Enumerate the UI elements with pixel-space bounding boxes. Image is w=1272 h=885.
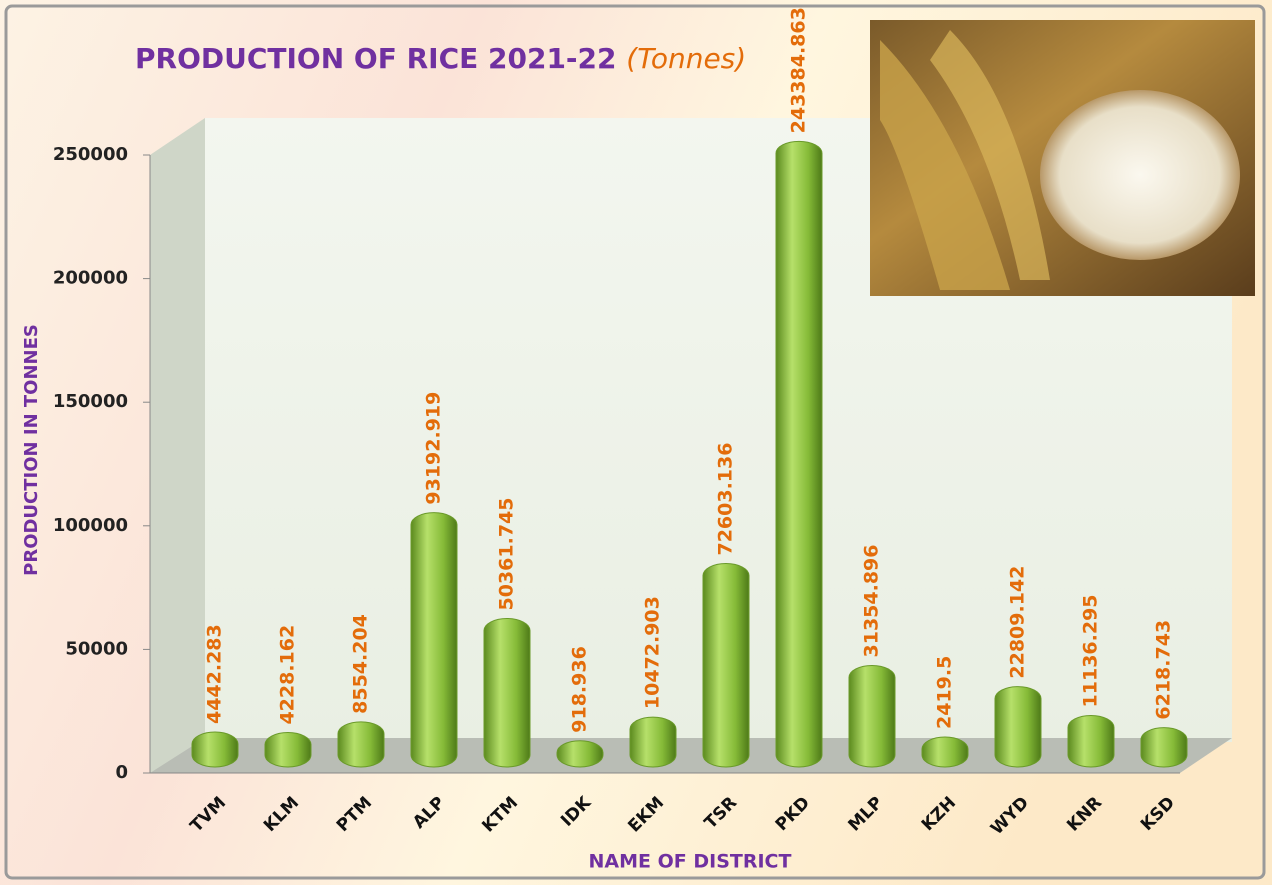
value-label: 2419.5 [934, 656, 956, 729]
side-wall [150, 118, 205, 773]
value-label: 4442.283 [204, 624, 226, 724]
value-label: 8554.204 [350, 614, 372, 714]
value-label: 72603.136 [715, 443, 737, 556]
bar [922, 737, 968, 767]
y-tick-label: 150000 [53, 391, 128, 412]
y-axis-title: PRODUCTION IN TONNES [21, 324, 42, 576]
bar [557, 741, 603, 767]
photo [870, 20, 1255, 296]
value-label: 50361.745 [496, 498, 518, 611]
y-tick-label: 250000 [53, 144, 128, 165]
bar [192, 732, 238, 767]
y-tick-label: 200000 [53, 268, 128, 289]
bar [265, 733, 311, 767]
value-label: 10472.903 [642, 596, 664, 709]
value-label: 93192.919 [423, 392, 445, 505]
value-label: 22809.142 [1007, 566, 1029, 679]
bar [703, 564, 749, 767]
bar [1141, 728, 1187, 767]
bar [411, 513, 457, 767]
value-label: 31354.896 [861, 545, 883, 658]
chart-title: PRODUCTION OF RICE 2021-22 (Tonnes) [135, 42, 746, 75]
bar [849, 665, 895, 767]
y-tick-label: 100000 [53, 515, 128, 536]
bar [1068, 715, 1114, 767]
bar [484, 619, 530, 767]
value-label: 11136.295 [1080, 594, 1102, 707]
y-tick-label: 50000 [65, 638, 128, 659]
title: PRODUCTION OF RICE 2021-22 [135, 42, 617, 75]
x-axis-title: NAME OF DISTRICT [589, 851, 792, 873]
value-label: 4228.162 [277, 625, 299, 725]
bar [630, 717, 676, 767]
bar [776, 141, 822, 767]
subtitle: (Tonnes) [626, 42, 746, 75]
y-tick-label: 0 [115, 762, 128, 783]
value-label: 918.936 [569, 646, 591, 733]
chart: PRODUCTION OF RICE 2021-22 (Tonnes) PROD… [0, 0, 1272, 885]
bar [338, 722, 384, 767]
bar [995, 687, 1041, 767]
value-label: 6218.743 [1153, 620, 1175, 720]
value-label: 243384.863 [788, 7, 810, 133]
